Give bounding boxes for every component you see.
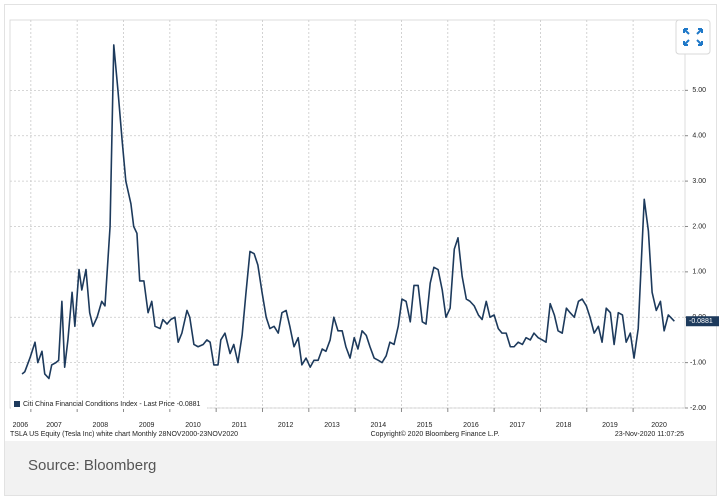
y-tick-label: 4.00 xyxy=(692,133,706,140)
y-tick-label: -2.00 xyxy=(690,405,706,412)
footer-center: Copyright© 2020 Bloomberg Finance L.P. xyxy=(371,430,500,438)
x-tick-label: 2006 xyxy=(13,422,29,429)
x-tick-label: 2013 xyxy=(324,422,340,429)
x-tick-label: 2020 xyxy=(651,422,667,429)
last-price-label: -0.0881 xyxy=(689,318,713,325)
x-tick-label: 2010 xyxy=(185,422,201,429)
y-tick-label: -1.00 xyxy=(690,359,706,366)
x-tick-label: 2017 xyxy=(510,422,526,429)
footer-left: TSLA US Equity (Tesla Inc) white chart M… xyxy=(10,431,238,438)
chart: TSLA US Equity (Tesla Inc) white chart M… xyxy=(9,19,719,438)
legend-last-value: -0.0881 xyxy=(177,401,201,408)
last-price-tag xyxy=(686,316,719,327)
x-tick-label: 2016 xyxy=(463,422,479,429)
x-tick-label: 2019 xyxy=(602,422,618,429)
series-line xyxy=(21,44,675,380)
chart-card xyxy=(4,4,717,496)
x-tick-label: 2012 xyxy=(278,422,294,429)
x-tick-label: 2014 xyxy=(371,422,387,429)
legend-background xyxy=(11,399,207,409)
y-tick-label: 3.00 xyxy=(692,178,706,185)
source: Source: Bloomberg xyxy=(28,457,157,474)
x-tick-label: 2015 xyxy=(417,422,433,429)
x-tick-label: 2007 xyxy=(46,422,62,429)
y-tick-label: 2.00 xyxy=(692,223,706,230)
legend-swatch xyxy=(14,401,20,407)
x-tick-label: 2018 xyxy=(556,422,572,429)
legend-label: Citi China Financial Conditions Index - … xyxy=(23,401,201,408)
x-tick-label: 2008 xyxy=(93,422,109,429)
x-tick-label: 2011 xyxy=(232,422,247,429)
legend-name: Citi China Financial Conditions Index - … xyxy=(23,401,175,408)
expand-box[interactable] xyxy=(675,19,711,55)
expand-button[interactable] xyxy=(675,19,711,55)
x-tick-label: 2009 xyxy=(139,422,155,429)
y-tick-label: 5.00 xyxy=(692,87,706,94)
y-tick-label: 1.00 xyxy=(692,269,706,276)
expand-icon[interactable] xyxy=(683,28,703,46)
source-bar: Source: Bloomberg xyxy=(5,441,716,495)
footer-right: 23-Nov-2020 11:07:25 xyxy=(615,431,684,438)
